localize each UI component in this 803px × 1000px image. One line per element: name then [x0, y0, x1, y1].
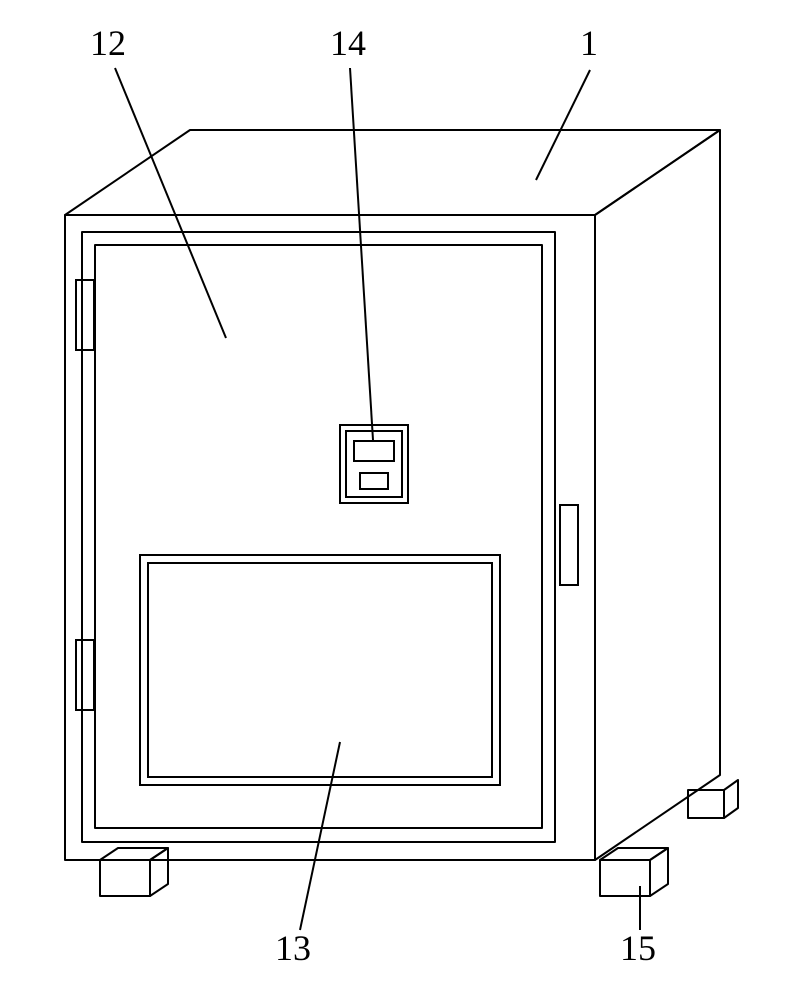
- label-l12: 12: [90, 23, 126, 63]
- hinge-top: [76, 280, 94, 350]
- leader-l14: [350, 68, 373, 440]
- door-outer: [82, 232, 555, 842]
- label-l13: 13: [275, 928, 311, 968]
- keypad-slot-1: [354, 441, 394, 461]
- keypad-slot-2: [360, 473, 388, 489]
- panel-outer: [140, 555, 500, 785]
- foot-front-left-front: [100, 860, 150, 896]
- front-face: [65, 215, 595, 860]
- foot-front-right-front: [600, 860, 650, 896]
- technical-drawing: 12 14 1 13 15: [0, 0, 803, 1000]
- door-inner: [95, 245, 542, 828]
- label-l14: 14: [330, 23, 366, 63]
- foot-front-left-top: [100, 848, 168, 860]
- handle: [560, 505, 578, 585]
- leader-l13: [300, 742, 340, 930]
- cabinet: [65, 130, 738, 896]
- side-face: [595, 130, 720, 860]
- panel-inner: [148, 563, 492, 777]
- keypad-outer: [340, 425, 408, 503]
- leader-l1: [536, 70, 590, 180]
- label-l1: 1: [580, 23, 598, 63]
- hinge-bottom: [76, 640, 94, 710]
- foot-back-right-side: [724, 780, 738, 818]
- leader-l12: [115, 68, 226, 338]
- label-l15: 15: [620, 928, 656, 968]
- top-face: [65, 130, 720, 215]
- labels: 12 14 1 13 15: [90, 23, 656, 968]
